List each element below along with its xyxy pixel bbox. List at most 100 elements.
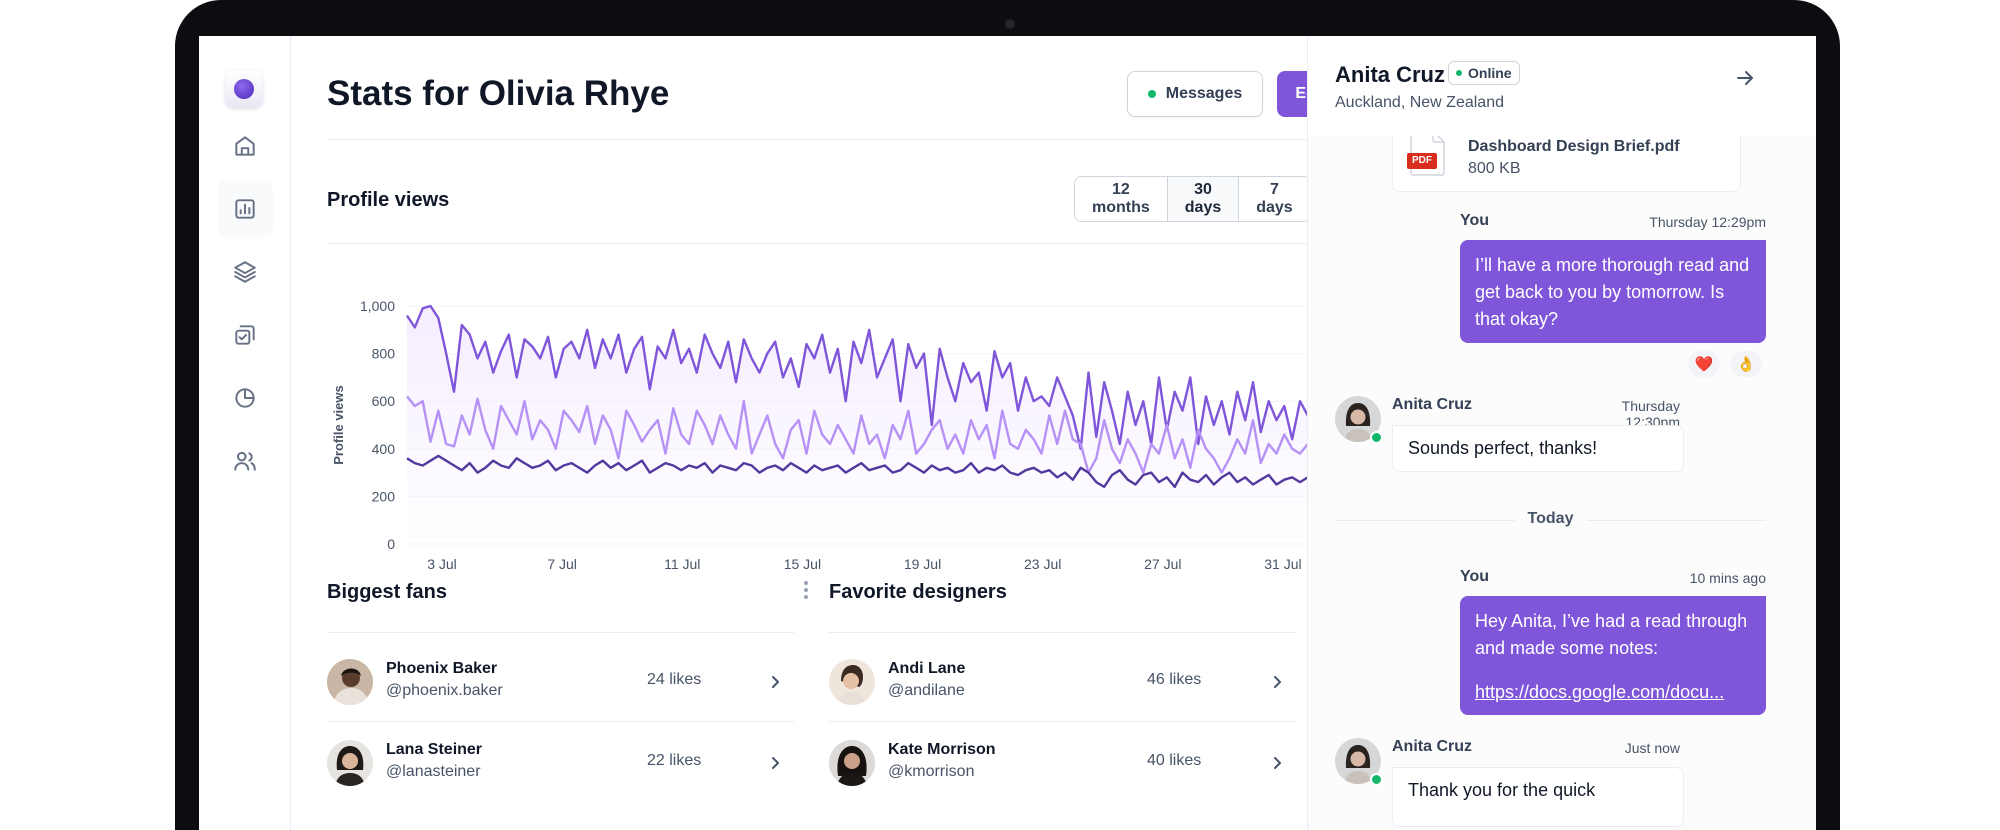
y-tick-label: 0 <box>387 536 395 552</box>
divider <box>327 721 794 722</box>
fan-handle: @phoenix.baker <box>386 682 503 699</box>
fan-likes: 24 likes <box>647 671 702 688</box>
message-bubble-outgoing: Hey Anita, I’ve had a read through and m… <box>1460 596 1766 715</box>
divider <box>829 632 1296 633</box>
pdf-badge-label: PDF <box>1412 155 1432 166</box>
pdf-file-icon <box>1407 130 1445 176</box>
bar-chart-icon <box>235 199 255 219</box>
message-sender: Anita Cruz <box>1392 396 1472 413</box>
camera-icon <box>1005 19 1015 29</box>
chat-header: Anita Cruz Online Auckland, New Zealand <box>1308 36 1816 136</box>
online-status-dot <box>1370 431 1383 444</box>
designer-handle: @kmorrison <box>888 763 975 780</box>
online-status-dot <box>1370 773 1383 786</box>
designer-likes: 40 likes <box>1147 752 1202 769</box>
file-attachment[interactable]: PDF Dashboard Design Brief.pdf 800 KB <box>1392 128 1741 192</box>
ok-hand-reaction[interactable]: 👌 <box>1730 351 1762 377</box>
avatar <box>829 659 875 705</box>
more-options-icon[interactable] <box>796 576 816 604</box>
y-tick-label: 200 <box>372 488 396 504</box>
series-line-1 <box>406 395 1347 474</box>
contact-avatar <box>1335 738 1383 786</box>
fan-row[interactable]: Lana Steiner @lanasteiner 22 likes <box>327 733 794 793</box>
contact-location: Auckland, New Zealand <box>1335 94 1504 111</box>
contact-avatar <box>1335 396 1383 444</box>
arrow-right-icon[interactable] <box>1733 66 1757 90</box>
designer-likes: 46 likes <box>1147 671 1202 688</box>
fan-name: Lana Steiner <box>386 741 483 758</box>
fan-handle: @lanasteiner <box>386 763 481 780</box>
sidebar-item-users[interactable] <box>217 433 273 489</box>
x-tick-label: 7 Jul <box>547 556 577 572</box>
divider <box>327 632 794 633</box>
designer-handle: @andilane <box>888 682 965 699</box>
y-tick-label: 600 <box>372 393 396 409</box>
x-tick-label: 23 Jul <box>1024 556 1061 572</box>
chat-panel: PDF Dashboard Design Brief.pdf 800 KB An… <box>1307 36 1816 830</box>
chevron-right-icon[interactable] <box>765 672 785 692</box>
x-tick-label: 11 Jul <box>664 556 700 572</box>
messages-button[interactable]: Messages <box>1127 71 1263 117</box>
message-time: 10 mins ago <box>1689 570 1766 586</box>
status-badge: Online <box>1448 61 1520 85</box>
designer-row[interactable]: Kate Morrison @kmorrison 40 likes <box>829 733 1296 793</box>
chevron-right-icon[interactable] <box>1267 753 1287 773</box>
range-12-months[interactable]: 12 months <box>1075 177 1168 221</box>
y-axis-label: Profile views <box>331 385 346 464</box>
fan-name: Phoenix Baker <box>386 660 498 677</box>
range-30-days[interactable]: 30 days <box>1167 177 1240 221</box>
y-tick-label: 400 <box>372 441 396 457</box>
biggest-fans-title: Biggest fans <box>327 581 448 603</box>
designer-name: Kate Morrison <box>888 741 996 758</box>
sidebar-item-tasks[interactable] <box>217 307 273 363</box>
series-line-0 <box>405 304 1347 450</box>
main-content: Stats for Olivia Rhye Messages Edit Prof… <box>291 36 1347 830</box>
profile-views-title: Profile views <box>327 189 450 211</box>
range-selector: 12 months 30 days 7 days <box>1074 176 1311 222</box>
profile-views-chart: 0 200 400 600 800 1,000 Profile views 3 Jul 7 Ju… <box>331 298 1347 572</box>
chevron-right-icon[interactable] <box>765 753 785 773</box>
x-tick-label: 19 Jul <box>904 556 941 572</box>
chevron-right-icon[interactable] <box>1267 672 1287 692</box>
users-icon <box>234 451 256 471</box>
range-7-days[interactable]: 7 days <box>1239 177 1310 221</box>
fan-likes: 22 likes <box>647 752 702 769</box>
pie-chart-icon <box>235 388 255 408</box>
message-sender: You <box>1460 212 1490 229</box>
message-text: Hey Anita, I’ve had a read through and m… <box>1475 611 1748 658</box>
messages-button-label: Messages <box>1165 85 1243 102</box>
series-line-2 <box>406 454 1347 489</box>
message-sender: Anita Cruz <box>1392 738 1472 755</box>
fan-row[interactable]: Phoenix Baker @phoenix.baker 24 likes <box>327 652 794 712</box>
sidebar-item-layers[interactable] <box>217 244 273 300</box>
avatar <box>327 740 373 786</box>
x-tick-label: 3 Jul <box>427 556 457 572</box>
divider <box>327 243 1344 244</box>
date-divider: Today <box>1335 510 1766 530</box>
divider <box>327 139 1344 140</box>
layers-icon <box>234 261 256 283</box>
check-square-icon <box>235 325 255 345</box>
sidebar-item-reports[interactable] <box>217 370 273 426</box>
file-size: 800 KB <box>1468 160 1521 177</box>
message-link[interactable]: https://docs.google.com/docu... <box>1475 682 1725 702</box>
status-badge-label: Online <box>1468 65 1512 81</box>
app-screen: Stats for Olivia Rhye Messages Edit Prof… <box>199 36 1816 830</box>
online-dot-icon <box>1147 90 1156 98</box>
message-bubble-outgoing: I’ll have a more thorough read and get b… <box>1460 240 1766 343</box>
page-title: Stats for Olivia Rhye <box>327 74 670 113</box>
date-divider-label: Today <box>1527 510 1574 527</box>
file-name: Dashboard Design Brief.pdf <box>1468 138 1680 155</box>
sidebar <box>199 36 291 830</box>
heart-reaction[interactable]: ❤️ <box>1688 351 1720 377</box>
designer-row[interactable]: Andi Lane @andilane 46 likes <box>829 652 1296 712</box>
y-tick-label: 1,000 <box>360 298 395 314</box>
x-tick-label: 15 Jul <box>784 556 821 572</box>
message-bubble-incoming: Thank you for the quick <box>1392 767 1684 827</box>
sidebar-item-stats[interactable] <box>217 181 273 237</box>
online-dot-icon <box>1456 70 1462 76</box>
contact-name: Anita Cruz <box>1335 62 1445 87</box>
sidebar-item-home[interactable] <box>217 118 273 174</box>
x-tick-label: 31 Jul <box>1264 556 1301 572</box>
logo[interactable] <box>225 70 263 108</box>
